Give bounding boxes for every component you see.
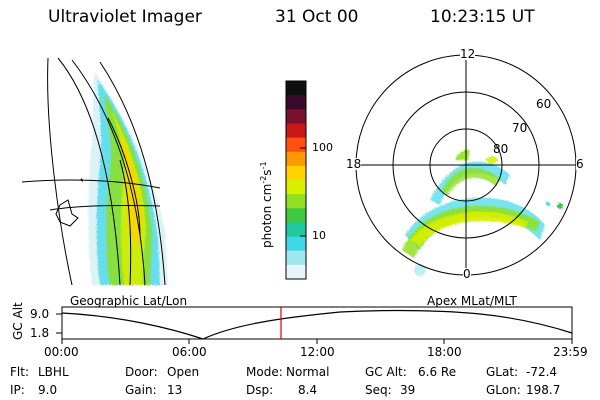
altitude-ytick-high: 9.0 xyxy=(30,307,50,321)
colorbar-gradient xyxy=(286,81,306,280)
colorbar-cell xyxy=(286,81,306,96)
colorbar-ticks xyxy=(300,147,306,237)
apex-label: Apex MLat/MLT xyxy=(427,294,517,308)
status-gain-value: 13 xyxy=(167,383,183,397)
polar-hour-6: 6 xyxy=(576,157,584,171)
colorbar-cell xyxy=(286,165,306,181)
colorbar-cell xyxy=(286,95,306,110)
time-tick-2359: 23:59 xyxy=(553,345,588,359)
status-dsp-value: 8.4 xyxy=(298,383,318,397)
altitude-trace xyxy=(61,309,573,340)
polar-hour-18: 18 xyxy=(346,157,362,171)
altitude-plot-frame xyxy=(61,306,573,340)
colorbar-frame xyxy=(285,80,307,280)
instrument-title: Ultraviolet Imager xyxy=(48,7,202,27)
colorbar-cell xyxy=(286,151,306,167)
altitude-ytick-low: 1.8 xyxy=(30,326,50,340)
status-door-value: Open xyxy=(167,365,200,379)
status-flt-label: Flt: xyxy=(10,365,29,379)
colorbar-cell xyxy=(286,137,306,153)
status-dsp-label: Dsp: xyxy=(246,383,274,397)
status-glat-value: -72.4 xyxy=(526,365,558,379)
status-seq-label: Seq: xyxy=(365,383,392,397)
status-gcalt-value: 6.6 Re xyxy=(418,365,457,379)
observation-time: 10:23:15 UT xyxy=(430,7,535,27)
status-flt-value: LBHL xyxy=(38,365,69,379)
time-tick-1200: 12:00 xyxy=(300,345,335,359)
status-mode-value: Normal xyxy=(286,365,330,379)
colorbar-cell xyxy=(286,222,306,238)
colorbar-cell xyxy=(286,123,306,139)
polar-lat-80: 80 xyxy=(493,142,509,156)
time-tick-0600: 06:00 xyxy=(172,345,207,359)
coastline-island xyxy=(80,178,83,182)
status-glon-value: 198.7 xyxy=(526,383,561,397)
geographic-label: Geographic Lat/Lon xyxy=(70,294,188,308)
polar-lat-60: 60 xyxy=(536,97,552,111)
polar-hour-0: 0 xyxy=(463,267,471,281)
status-seq-value: 39 xyxy=(400,383,416,397)
colorbar-cell xyxy=(286,250,306,266)
time-tick-0000: 00:00 xyxy=(44,345,79,359)
status-mode-label: Mode: xyxy=(246,365,283,379)
altitude-plot-ticks xyxy=(56,313,573,344)
status-door-label: Door: xyxy=(125,365,158,379)
colorbar-cell xyxy=(286,236,306,252)
colorbar-tick-100: 100 xyxy=(312,141,333,154)
aurora-band-peak xyxy=(118,130,142,250)
auroral-oval xyxy=(402,149,563,276)
status-glat-label: GLat: xyxy=(486,365,519,379)
observation-date: 31 Oct 00 xyxy=(275,7,359,27)
status-glon-label: GLon: xyxy=(486,383,521,397)
colorbar-cell xyxy=(286,180,306,195)
altitude-ylabel: GC Alt xyxy=(11,302,25,340)
colorbar-cell xyxy=(286,264,306,280)
status-ip-value: 9.0 xyxy=(38,383,58,397)
colorbar-cell xyxy=(286,208,306,223)
status-gain-label: Gain: xyxy=(125,383,157,397)
time-tick-1800: 18:00 xyxy=(427,345,462,359)
polar-lat-70: 70 xyxy=(512,121,528,135)
colorbar-cell xyxy=(286,109,306,124)
colorbar-cell xyxy=(286,194,306,209)
status-gcalt-label: GC Alt: xyxy=(365,365,407,379)
colorbar-tick-10: 10 xyxy=(312,229,326,242)
coastline xyxy=(55,199,79,227)
polar-hour-12: 12 xyxy=(460,47,476,61)
lat-lon-grid xyxy=(21,57,166,286)
status-ip-label: IP: xyxy=(10,383,25,397)
